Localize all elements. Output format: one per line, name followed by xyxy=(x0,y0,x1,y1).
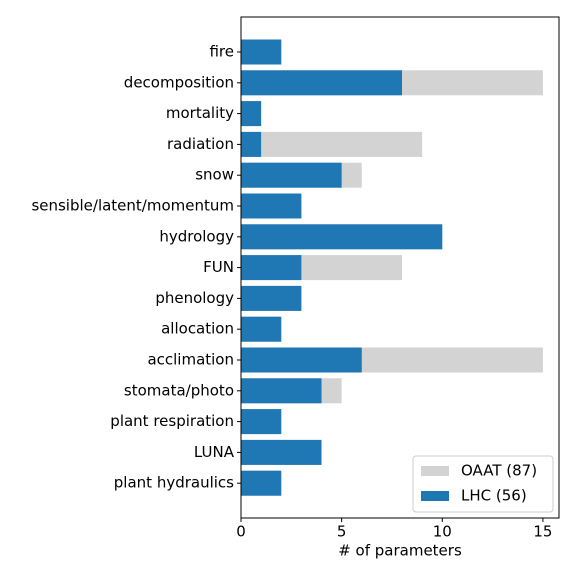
bar xyxy=(241,224,443,250)
y-tick-label: mortality xyxy=(166,104,234,122)
legend-label: OAAT (87) xyxy=(461,462,537,480)
x-tick-label: 15 xyxy=(533,523,552,541)
y-tick-label: allocation xyxy=(161,320,234,338)
bar xyxy=(241,347,362,373)
y-tick-label: FUN xyxy=(203,258,234,276)
y-tick-label: stomata/photo xyxy=(124,381,234,399)
y-tick-label: phenology xyxy=(155,289,234,307)
bar xyxy=(241,70,403,96)
x-tick-label: 0 xyxy=(236,523,246,541)
bar xyxy=(241,162,342,188)
bar xyxy=(241,131,423,157)
y-tick-label: LUNA xyxy=(194,443,235,461)
bar xyxy=(241,131,262,157)
bar xyxy=(241,101,262,127)
y-tick-label: radiation xyxy=(167,135,234,153)
y-tick-label: plant hydraulics xyxy=(114,474,234,492)
y-tick-label: plant respiration xyxy=(110,412,234,430)
bar xyxy=(241,316,282,342)
legend-swatch xyxy=(421,466,449,476)
y-tick-label: snow xyxy=(195,166,234,184)
y-tick-label: fire xyxy=(209,43,234,61)
bar xyxy=(241,255,302,281)
bar xyxy=(241,470,282,496)
x-axis-label: # of parameters xyxy=(338,542,462,560)
legend-label: LHC (56) xyxy=(461,487,527,505)
y-tick-label: sensible/latent/momentum xyxy=(31,197,234,215)
x-tick-label: 10 xyxy=(433,523,452,541)
y-tick-label: hydrology xyxy=(159,227,234,245)
y-tick-label: decomposition xyxy=(124,73,234,91)
legend-swatch xyxy=(421,491,449,501)
axes-frame xyxy=(240,16,560,519)
y-tick-label: acclimation xyxy=(147,351,234,369)
bar xyxy=(241,285,302,311)
bar xyxy=(241,439,322,465)
bar xyxy=(241,378,322,404)
bar xyxy=(241,39,282,65)
x-tick-label: 5 xyxy=(337,523,347,541)
bar xyxy=(241,193,302,219)
bar xyxy=(241,409,282,435)
